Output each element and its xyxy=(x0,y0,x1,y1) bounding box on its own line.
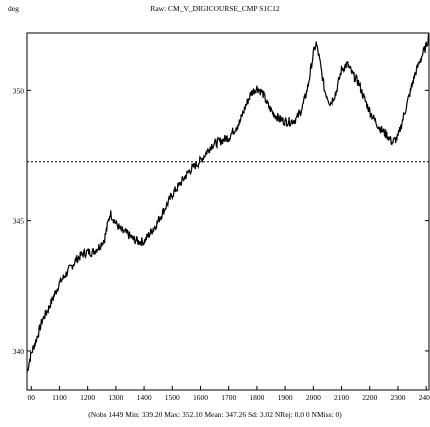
x-tick-label: 1900 xyxy=(278,393,293,402)
x-tick-label: 1200 xyxy=(80,393,95,402)
x-tick-label: 2300 xyxy=(390,393,405,402)
x-tick-label: 2400 xyxy=(419,393,430,402)
y-tick-label: 350 xyxy=(13,86,25,95)
x-tick-label: 1500 xyxy=(165,393,180,402)
y-axis-unit-label: deg xyxy=(8,4,19,13)
x-tick-label: 00 xyxy=(27,393,35,402)
y-axis-ticks: 340 345 350 xyxy=(13,86,429,356)
x-tick-label: 1700 xyxy=(221,393,236,402)
x-tick-label: 1800 xyxy=(249,393,264,402)
y-tick-label: 345 xyxy=(13,217,25,226)
plot-frame xyxy=(26,32,430,391)
y-tick-label: 340 xyxy=(13,347,25,356)
x-tick-label: 1100 xyxy=(52,393,67,402)
x-tick-label: 2100 xyxy=(334,393,349,402)
stats-footer: (Nobs 1449 Min: 339.20 Max: 352.10 Mean:… xyxy=(88,410,342,419)
x-tick-label: 1600 xyxy=(193,393,208,402)
x-tick-label: 2200 xyxy=(362,393,377,402)
x-axis-ticks: 00 1100 1200 1300 1400 1500 1600 1700 1800 1900 20… xyxy=(27,386,430,402)
x-tick-label: 1400 xyxy=(137,393,152,402)
data-series-line xyxy=(26,33,430,372)
chart-title: Raw: CM_V_DIGICOURSE_CMP S1C12 xyxy=(150,4,280,13)
x-tick-label: 1300 xyxy=(108,393,123,402)
x-tick-label: 2000 xyxy=(306,393,321,402)
